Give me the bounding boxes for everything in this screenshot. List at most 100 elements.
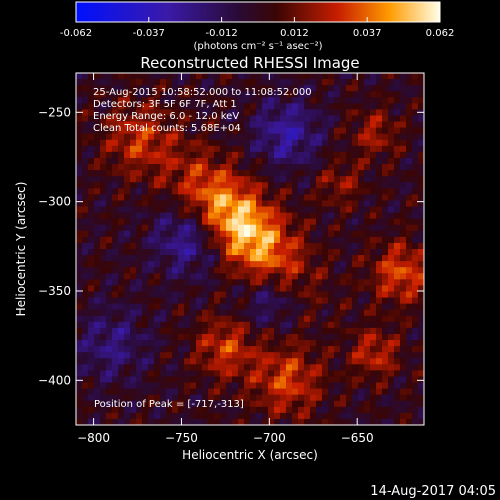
heatmap-cell (238, 255, 245, 262)
heatmap-cell (118, 176, 125, 183)
heatmap-cell (292, 164, 299, 171)
heatmap-cell (244, 73, 251, 80)
heatmap-cell (334, 394, 341, 402)
heatmap-cell (88, 236, 95, 244)
heatmap-cell (118, 267, 125, 274)
heatmap-cell (190, 151, 197, 159)
heatmap-cell (82, 394, 89, 402)
heatmap-cell (304, 291, 311, 299)
heatmap-cell (232, 273, 239, 280)
heatmap-cell (94, 145, 101, 153)
heatmap-cell (412, 85, 419, 92)
heatmap-cell (352, 364, 359, 371)
heatmap-cell (214, 79, 221, 86)
heatmap-cell (238, 188, 245, 195)
heatmap-cell (370, 212, 377, 220)
heatmap-cell (214, 412, 221, 420)
heatmap-cell (190, 291, 197, 299)
heatmap-cell (166, 255, 173, 262)
heatmap-cell (160, 109, 167, 117)
heatmap-cell (142, 340, 149, 347)
heatmap-cell (190, 121, 197, 129)
heatmap-cell (358, 346, 365, 353)
x-tick-label: −650 (341, 431, 374, 445)
heatmap-cell (328, 376, 335, 384)
heatmap-cell (382, 346, 389, 353)
heatmap-cell (388, 242, 395, 250)
heatmap-cell (418, 315, 424, 323)
heatmap-cell (286, 291, 293, 299)
heatmap-cell (202, 212, 209, 220)
heatmap-cell (142, 285, 149, 293)
heatmap-cell (226, 182, 233, 189)
heatmap-cell (124, 109, 131, 117)
heatmap-cell (418, 358, 424, 365)
heatmap-cell (274, 218, 281, 226)
heatmap-cell (280, 352, 287, 359)
axis-ticks: −800 −750 −700 −650−250−300−350−400 (38, 73, 424, 445)
heatmap-cell (172, 79, 179, 86)
heatmap-cell (400, 388, 407, 396)
heatmap-cell (364, 249, 371, 256)
heatmap-cell (148, 188, 155, 195)
heatmap-cell (316, 358, 323, 365)
heatmap-cell (256, 291, 263, 299)
heatmap-cell (388, 333, 395, 341)
heatmap-cell (232, 358, 239, 365)
heatmap-cell (382, 242, 389, 250)
heatmap-cell (184, 79, 191, 86)
heatmap-cell (406, 103, 413, 111)
heatmap-cell (142, 327, 149, 335)
heatmap-cell (418, 188, 424, 195)
heatmap-cell (268, 164, 275, 171)
heatmap-cell (226, 249, 233, 256)
heatmap-cell (394, 212, 401, 220)
heatmap-cell (238, 418, 245, 425)
heatmap-cell (76, 236, 83, 244)
heatmap-cell (160, 249, 167, 256)
heatmap-cell (340, 406, 347, 414)
heatmap-cell (76, 340, 83, 347)
heatmap-cell (148, 267, 155, 274)
heatmap-cell (328, 255, 335, 262)
heatmap-cell (124, 182, 131, 189)
heatmap-cell (358, 115, 365, 123)
heatmap-cell (118, 109, 125, 117)
heatmap-cell (280, 206, 287, 214)
heatmap-cell (370, 333, 377, 341)
heatmap-cell (418, 115, 424, 123)
heatmap-cell (88, 151, 95, 159)
heatmap-cell (220, 164, 227, 171)
heatmap-cell (370, 249, 377, 256)
heatmap-cell (106, 121, 113, 129)
heatmap-cell (370, 121, 377, 129)
heatmap-cell (118, 85, 125, 92)
heatmap-cell (394, 315, 401, 323)
heatmap-cell (106, 127, 113, 135)
heatmap-cell (298, 194, 305, 202)
heatmap-cell (112, 406, 119, 414)
heatmap-cell (148, 200, 155, 208)
heatmap-cell (328, 267, 335, 274)
heatmap-cell (394, 303, 401, 311)
heatmap-cell (166, 340, 173, 347)
heatmap-cell (418, 224, 424, 232)
heatmap-cell (232, 212, 239, 220)
heatmap-cell (394, 127, 401, 135)
heatmap-cell (322, 145, 329, 153)
heatmap-cell (274, 236, 281, 244)
heatmap-cell (322, 285, 329, 293)
heatmap-cell (160, 388, 167, 396)
heatmap-cell (376, 115, 383, 123)
heatmap-cell (406, 376, 413, 384)
heatmap-cell (250, 285, 257, 293)
heatmap-cell (310, 249, 317, 256)
heatmap-cell (340, 388, 347, 396)
heatmap-cell (160, 133, 167, 141)
heatmap-cell (298, 370, 305, 378)
heatmap-cell (256, 145, 263, 153)
heatmap-cell (166, 400, 173, 408)
heatmap-cell (172, 109, 179, 117)
heatmap-cell (202, 285, 209, 293)
heatmap-cell (178, 139, 185, 147)
